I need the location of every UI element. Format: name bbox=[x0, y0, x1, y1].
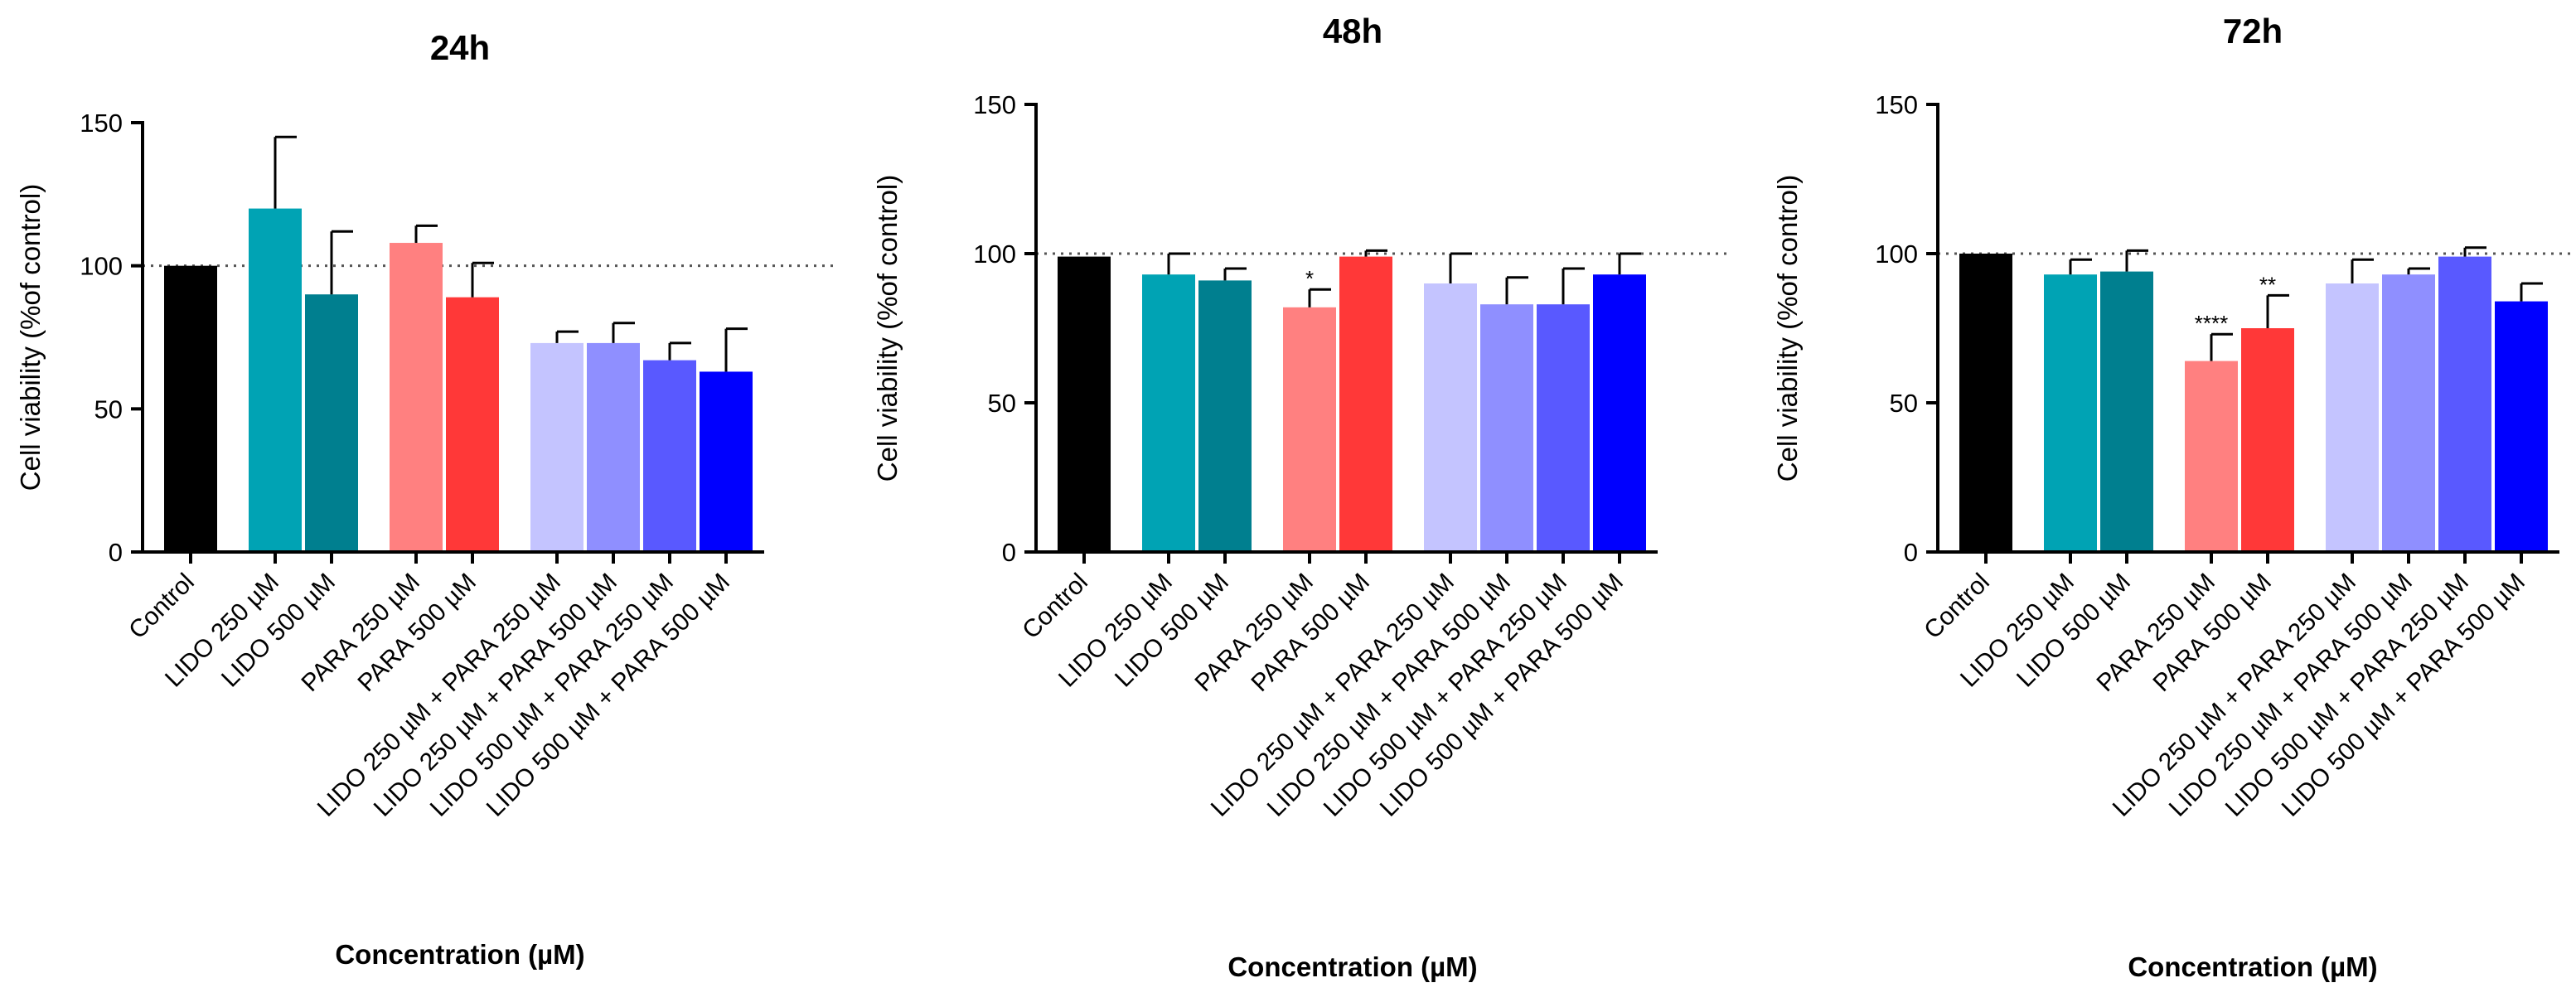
x-axis-label: Concentration (µM) bbox=[2128, 951, 2377, 982]
bar-6 bbox=[2382, 274, 2435, 552]
bar-8 bbox=[1593, 274, 1646, 552]
x-tick-label-0: Control bbox=[1017, 569, 1093, 645]
chart-title: 72h bbox=[2223, 12, 2283, 51]
bar-6 bbox=[1480, 304, 1533, 552]
y-tick-label-3: 150 bbox=[973, 90, 1016, 119]
y-axis-label: Cell viability (%of control) bbox=[872, 175, 903, 482]
x-axis-label: Concentration (µM) bbox=[1227, 951, 1477, 982]
bar-5 bbox=[2326, 283, 2379, 552]
significance-label-4: ** bbox=[2259, 272, 2276, 297]
bar-6 bbox=[587, 342, 640, 552]
significance-label-3: * bbox=[1305, 266, 1314, 291]
bar-0 bbox=[164, 265, 217, 552]
bar-7 bbox=[2438, 256, 2491, 552]
bar-5 bbox=[1424, 283, 1477, 552]
x-tick-label-6: LIDO 250 µM + PARA 500 µM bbox=[2164, 569, 2418, 822]
x-tick-label-0: Control bbox=[123, 569, 200, 645]
y-tick-label-0: 0 bbox=[1002, 538, 1016, 567]
bar-3 bbox=[1283, 307, 1336, 552]
bar-2 bbox=[2100, 271, 2153, 552]
chart-title: 24h bbox=[430, 28, 490, 67]
bar-8 bbox=[2495, 301, 2548, 552]
bar-0 bbox=[1058, 256, 1111, 552]
bar-1 bbox=[249, 208, 302, 552]
y-tick-label-1: 50 bbox=[988, 389, 1016, 418]
significance-label-3: **** bbox=[2195, 311, 2228, 336]
y-tick-label-3: 150 bbox=[1875, 90, 1918, 119]
y-tick-label-0: 0 bbox=[1904, 538, 1918, 567]
bar-1 bbox=[1142, 274, 1195, 552]
y-axis-label: Cell viability (%of control) bbox=[15, 184, 46, 491]
y-tick-label-1: 50 bbox=[94, 395, 123, 424]
x-tick-label-0: Control bbox=[1919, 569, 1995, 645]
bar-7 bbox=[643, 360, 696, 552]
y-tick-label-3: 150 bbox=[80, 109, 123, 138]
x-tick-label-6: LIDO 250 µM + PARA 500 µM bbox=[369, 569, 622, 822]
bar-1 bbox=[2044, 274, 2097, 552]
x-tick-label-7: LIDO 500 µM + PARA 250 µM bbox=[2220, 569, 2474, 822]
x-tick-label-7: LIDO 500 µM + PARA 250 µM bbox=[425, 569, 679, 822]
y-axis-label: Cell viability (%of control) bbox=[1772, 175, 1803, 482]
x-axis-label: Concentration (µM) bbox=[335, 939, 584, 970]
bar-4 bbox=[446, 297, 499, 552]
chart-title: 48h bbox=[1323, 12, 1382, 51]
x-tick-label-6: LIDO 250 µM + PARA 500 µM bbox=[1262, 569, 1516, 822]
x-tick-label-7: LIDO 500 µM + PARA 250 µM bbox=[1319, 569, 1572, 822]
bar-3 bbox=[2185, 361, 2238, 552]
bar-7 bbox=[1537, 304, 1590, 552]
bar-0 bbox=[1959, 254, 2012, 552]
y-tick-label-0: 0 bbox=[109, 538, 123, 567]
bar-8 bbox=[700, 371, 753, 552]
bar-4 bbox=[1339, 256, 1392, 552]
y-tick-label-2: 100 bbox=[973, 240, 1016, 269]
bar-5 bbox=[530, 342, 583, 552]
y-tick-label-2: 100 bbox=[1875, 240, 1918, 269]
bar-2 bbox=[305, 294, 358, 552]
y-tick-label-2: 100 bbox=[80, 252, 123, 281]
bar-4 bbox=[2241, 328, 2294, 552]
bar-2 bbox=[1198, 280, 1252, 552]
y-tick-label-1: 50 bbox=[1890, 389, 1918, 418]
bar-3 bbox=[390, 243, 443, 552]
